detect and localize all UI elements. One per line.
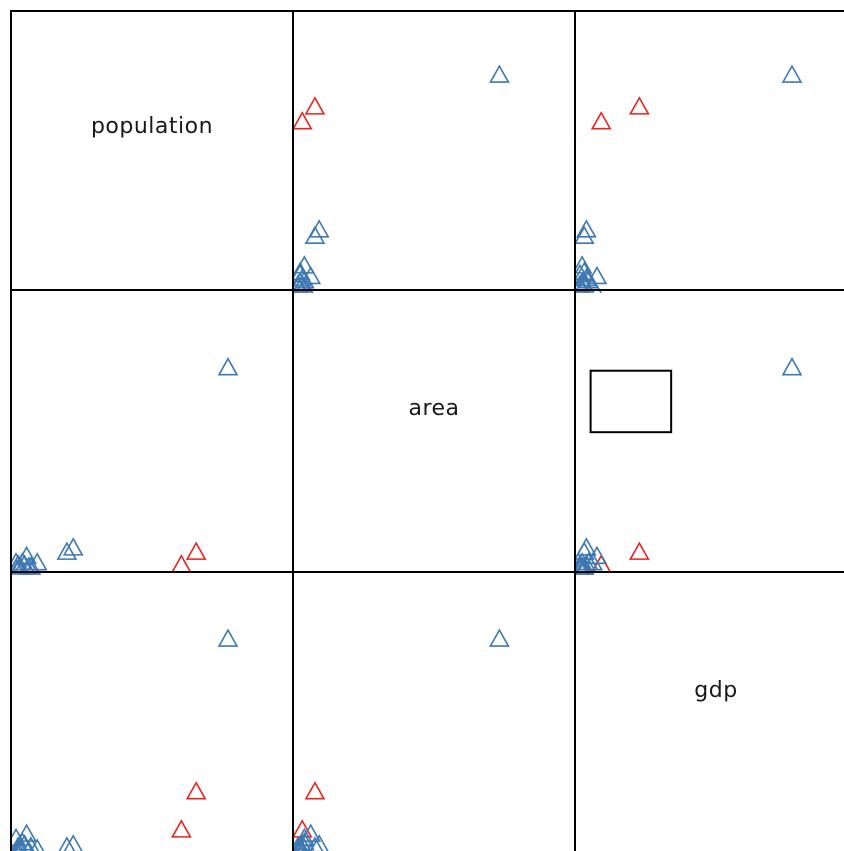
panel-population-vs-area <box>293 64 510 294</box>
data-point-area-gdp-14[interactable] <box>582 552 604 571</box>
data-point-population-gdp-10[interactable] <box>575 267 597 287</box>
data-point-area-gdp-0[interactable] <box>781 357 803 376</box>
panel-area-vs-population <box>9 357 239 576</box>
data-point-population-area-1[interactable] <box>304 96 326 115</box>
data-point-gdp-population-0[interactable] <box>217 628 239 647</box>
data-point-area-population-4[interactable] <box>56 541 78 560</box>
data-point-gdp-population-4[interactable] <box>58 836 76 851</box>
data-point-gdp-area-14[interactable] <box>293 827 315 847</box>
diagonal-label-population: population <box>91 114 213 139</box>
data-point-gdp-area-3[interactable] <box>309 834 329 851</box>
panel-gdp-vs-area <box>291 628 510 851</box>
data-point-population-area-0[interactable] <box>489 64 510 83</box>
data-point-population-gdp-15[interactable] <box>575 274 595 293</box>
data-point-gdp-area-0[interactable] <box>489 628 510 647</box>
data-point-gdp-area-1[interactable] <box>304 781 326 800</box>
diagonal-label-area: area <box>408 396 459 421</box>
matrix-frame <box>10 10 844 851</box>
data-point-area-population-1[interactable] <box>185 541 207 560</box>
data-point-population-gdp-0[interactable] <box>781 64 803 83</box>
panel-area-vs-gdp <box>575 357 803 576</box>
data-point-gdp-population-3[interactable] <box>63 834 83 851</box>
data-point-gdp-population-15[interactable] <box>9 836 27 851</box>
data-point-population-gdp-2[interactable] <box>590 111 612 130</box>
data-point-population-area-14[interactable] <box>295 276 314 294</box>
data-point-gdp-population-8[interactable] <box>9 840 27 851</box>
data-point-gdp-population-2[interactable] <box>170 819 192 838</box>
data-point-population-area-2[interactable] <box>293 111 313 130</box>
data-point-area-population-13[interactable] <box>18 556 40 575</box>
diagonal-label-gdp: gdp <box>694 678 737 703</box>
data-point-population-area-4[interactable] <box>304 225 326 244</box>
data-point-population-gdp-3[interactable] <box>575 219 597 238</box>
data-point-gdp-area-11[interactable] <box>291 838 309 851</box>
data-point-area-gdp-15[interactable] <box>575 558 594 576</box>
data-point-population-gdp-5[interactable] <box>586 265 608 285</box>
data-point-area-gdp-1[interactable] <box>628 541 650 560</box>
data-point-population-gdp-14[interactable] <box>583 276 603 294</box>
data-point-area-population-0[interactable] <box>217 357 239 376</box>
panel-population-vs-gdp <box>575 64 803 294</box>
data-point-gdp-population-1[interactable] <box>185 781 207 800</box>
data-point-area-population-15[interactable] <box>9 558 28 576</box>
data-point-population-gdp-4[interactable] <box>575 225 595 244</box>
panel-gdp-vs-population <box>9 628 239 851</box>
data-point-area-population-3[interactable] <box>62 537 84 556</box>
data-point-population-gdp-1[interactable] <box>628 96 650 115</box>
brush-selection-box[interactable] <box>589 369 673 434</box>
